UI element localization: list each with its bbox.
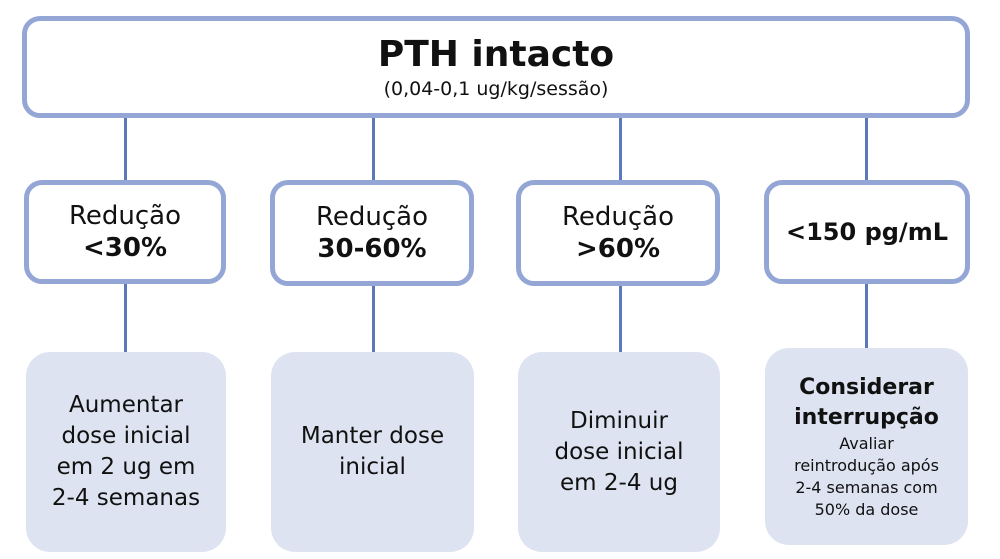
condition-value: <30% (82, 233, 168, 263)
action-line: reintrodução após (794, 455, 939, 475)
condition-label: Redução (315, 202, 428, 232)
connector (865, 284, 868, 348)
connector (372, 286, 375, 352)
connector (619, 118, 622, 180)
action-line: em 2-4 ug (560, 469, 678, 496)
action-node: Aumentar dose inicial em 2 ug em 2-4 sem… (26, 352, 226, 552)
connector (124, 284, 127, 352)
action-node: Diminuir dose inicial em 2-4 ug (518, 352, 720, 552)
condition-node: Redução 30-60% (270, 180, 474, 286)
action-line: 2-4 semanas com (795, 477, 938, 497)
connector (124, 118, 127, 180)
action-line: 2-4 semanas (51, 485, 201, 511)
action-node: Manter dose inicial (271, 352, 474, 552)
condition-label: Redução (68, 201, 181, 231)
condition-value: <150 pg/mL (786, 218, 948, 246)
action-title: Considerar (799, 374, 934, 400)
root-subtitle: (0,04-0,1 ug/kg/sessão) (383, 78, 609, 100)
action-line: inicial (339, 454, 406, 480)
action-title: interrupção (794, 404, 939, 430)
condition-label: Redução (561, 202, 674, 232)
connector (619, 286, 622, 352)
root-title: PTH intacto (377, 34, 615, 75)
action-line: 50% da dose (814, 499, 919, 519)
action-line: dose inicial (61, 423, 191, 449)
condition-node: <150 pg/mL (764, 180, 970, 284)
root-node: PTH intacto (0,04-0,1 ug/kg/sessão) (22, 16, 970, 118)
action-line: Avaliar (839, 433, 894, 453)
action-line: Aumentar (68, 392, 183, 418)
connector (372, 118, 375, 180)
action-line: Manter dose (300, 423, 445, 449)
action-line: dose inicial (554, 438, 684, 465)
condition-node: Redução <30% (24, 180, 226, 284)
condition-value: >60% (575, 234, 661, 264)
action-node: Considerar interrupção Avaliar reintrodu… (765, 348, 968, 545)
condition-node: Redução >60% (516, 180, 720, 286)
action-line: Diminuir (570, 407, 668, 434)
connector (865, 118, 868, 180)
action-line: em 2 ug em (56, 454, 196, 480)
condition-value: 30-60% (317, 234, 427, 264)
